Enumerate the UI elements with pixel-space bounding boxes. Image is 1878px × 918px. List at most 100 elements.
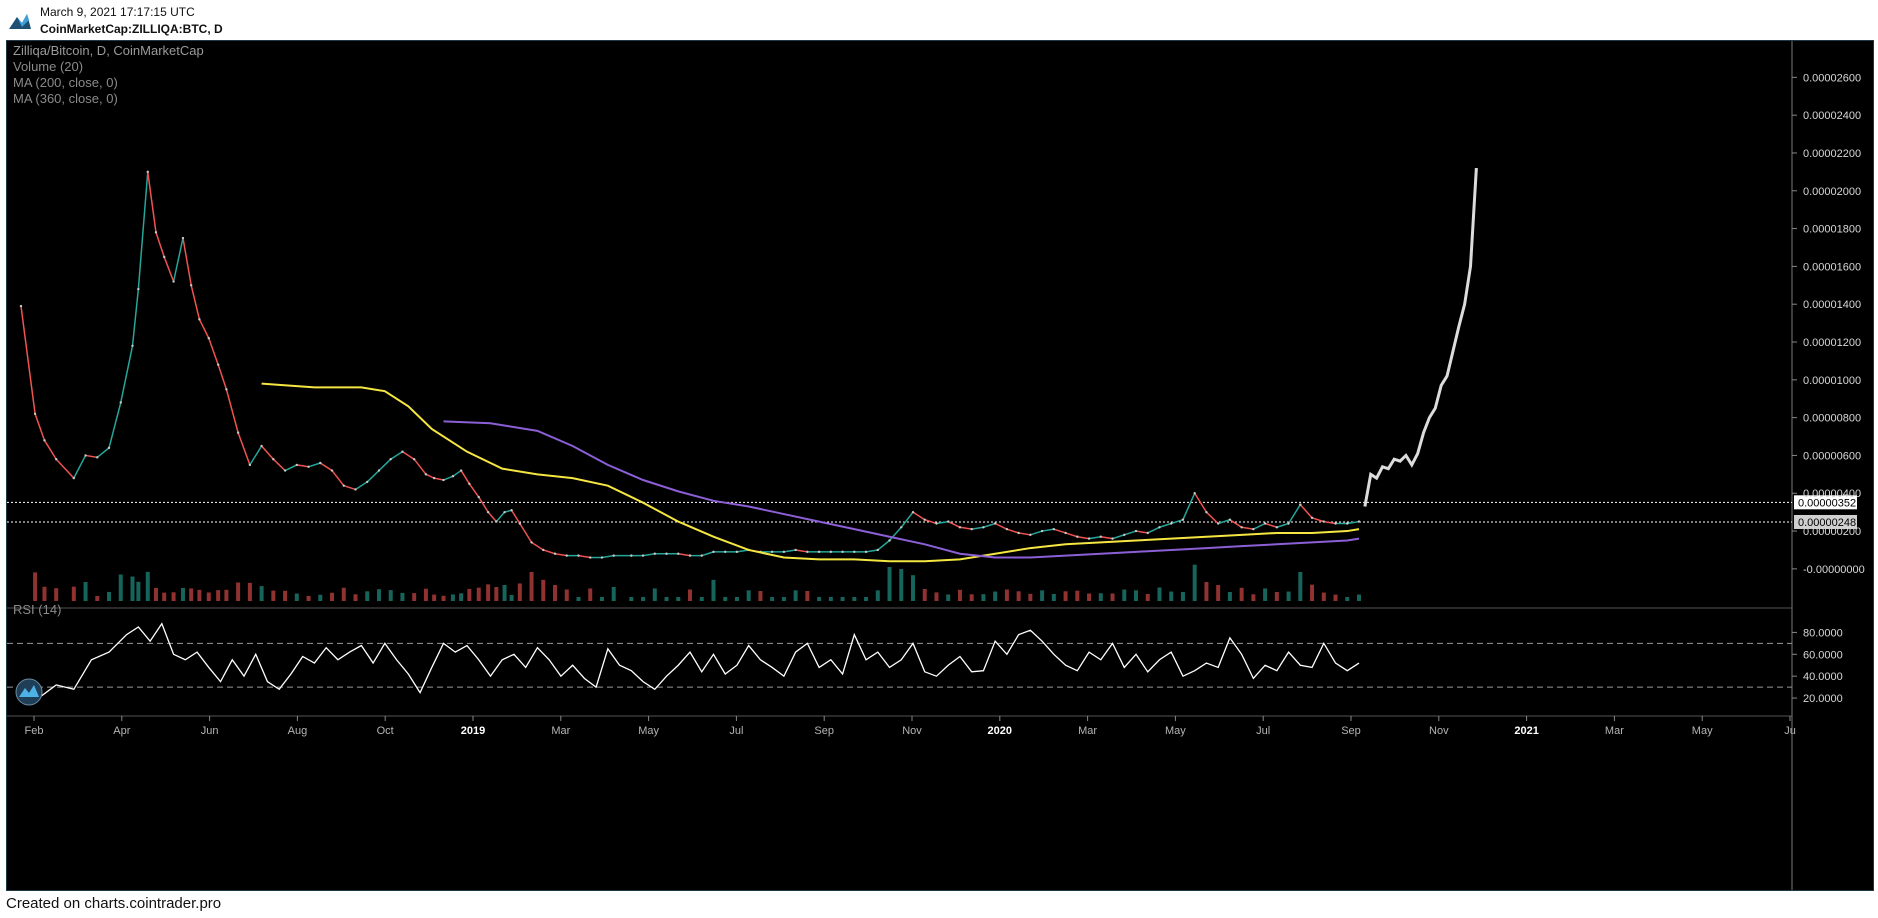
volume-bar bbox=[699, 597, 704, 601]
chart-canvas[interactable]: 0.00000352 0.00000248 0.00002600 0.0000240… bbox=[7, 41, 1873, 890]
price-point bbox=[96, 456, 99, 459]
volume-bar bbox=[1134, 590, 1138, 601]
volume-bar bbox=[1192, 564, 1197, 601]
volume-bar bbox=[283, 590, 288, 601]
price-segment bbox=[701, 551, 714, 557]
price-segment bbox=[1030, 530, 1043, 536]
x-tick-label: May bbox=[638, 725, 659, 737]
volume-bar bbox=[197, 589, 202, 601]
y-tick-label: 0.00001600 bbox=[1803, 261, 1861, 273]
price-point bbox=[424, 473, 428, 476]
price-segment bbox=[1065, 532, 1078, 538]
price-segment bbox=[120, 345, 134, 403]
price-segment bbox=[249, 445, 263, 466]
volume-bar bbox=[467, 588, 472, 601]
volume-bar bbox=[145, 571, 150, 601]
price-point bbox=[1346, 522, 1349, 525]
price-segment bbox=[1112, 534, 1125, 540]
price-point bbox=[503, 510, 506, 514]
price-point bbox=[1357, 520, 1361, 523]
price-segment bbox=[959, 526, 972, 530]
price-point bbox=[377, 469, 381, 472]
volume-bar bbox=[400, 592, 405, 601]
price-tag bbox=[1794, 514, 1857, 529]
price-point bbox=[1334, 522, 1337, 525]
x-tick-label: Mar bbox=[551, 725, 570, 737]
volume-bar bbox=[805, 591, 810, 601]
volume-bar bbox=[1016, 591, 1021, 601]
volume-bar bbox=[993, 591, 998, 601]
price-series bbox=[19, 168, 1478, 563]
cointrader-watermark-icon[interactable] bbox=[15, 678, 43, 706]
price-segment bbox=[888, 526, 902, 542]
price-tag-label: 0.00000248 bbox=[1798, 517, 1856, 529]
price-segment bbox=[96, 447, 110, 458]
volume-bar bbox=[224, 589, 229, 601]
ma360-indicator-label[interactable]: MA (360, close, 0) bbox=[13, 91, 118, 106]
x-tick-label: Aug bbox=[288, 725, 308, 737]
footer-credit: Created on charts.cointrader.pro bbox=[6, 895, 222, 912]
price-point bbox=[198, 318, 201, 321]
price-level-lines: 0.00000352 0.00000248 bbox=[7, 495, 1857, 529]
volume-bar bbox=[216, 590, 221, 601]
price-segment bbox=[163, 256, 175, 282]
price-point bbox=[1005, 527, 1009, 531]
volume-bar bbox=[1286, 591, 1291, 601]
price-point bbox=[923, 518, 926, 521]
price-point bbox=[806, 550, 809, 554]
price-point bbox=[1275, 526, 1279, 529]
price-segment bbox=[137, 171, 149, 290]
price-point bbox=[1287, 522, 1290, 525]
price-segment bbox=[1182, 492, 1196, 521]
price-point bbox=[1252, 527, 1255, 531]
volume-bar bbox=[517, 583, 522, 601]
price-segment bbox=[1253, 522, 1266, 530]
rsi-indicator-label[interactable]: RSI (14) bbox=[13, 602, 61, 617]
volume-bar bbox=[162, 592, 167, 601]
volume-indicator-label[interactable]: Volume (20) bbox=[13, 59, 83, 74]
price-segment bbox=[1041, 528, 1054, 532]
volume-bar bbox=[42, 586, 47, 601]
price-segment bbox=[601, 554, 614, 559]
y-tick-label: 0.00001200 bbox=[1803, 337, 1861, 349]
volume-bar bbox=[271, 590, 276, 601]
volume-bar bbox=[599, 597, 604, 601]
price-segment bbox=[1311, 517, 1325, 523]
volume-bars bbox=[33, 564, 1361, 601]
price-point bbox=[1205, 510, 1208, 514]
price-segment bbox=[208, 337, 219, 365]
price-segment bbox=[783, 549, 796, 553]
price-point bbox=[207, 337, 210, 340]
volume-bar bbox=[922, 589, 927, 601]
price-point bbox=[970, 527, 973, 531]
price-segment bbox=[272, 458, 286, 472]
price-point bbox=[653, 552, 656, 555]
price-segment bbox=[983, 522, 996, 528]
price-point bbox=[577, 554, 580, 557]
price-point bbox=[236, 431, 240, 434]
volume-bar bbox=[459, 593, 464, 601]
price-point bbox=[630, 554, 633, 557]
price-segment bbox=[182, 237, 192, 286]
price-point bbox=[641, 554, 645, 557]
price-point bbox=[107, 446, 111, 450]
price-axis: 0.00002600 0.00002400 0.00002200 0.00002000… bbox=[1792, 72, 1865, 705]
volume-bar bbox=[576, 597, 581, 601]
price-point bbox=[982, 526, 985, 529]
price-segment bbox=[1217, 518, 1231, 525]
x-tick-label: Mar bbox=[1078, 725, 1097, 737]
price-segment bbox=[554, 552, 567, 557]
price-segment bbox=[1088, 535, 1101, 540]
ma200-indicator-label[interactable]: MA (200, close, 0) bbox=[13, 75, 118, 90]
price-segment bbox=[1323, 520, 1336, 525]
rsi-y-tick-label: 20.0000 bbox=[1803, 693, 1843, 705]
chart-panel[interactable]: 0.00000352 0.00000248 0.00002600 0.0000240… bbox=[6, 40, 1874, 891]
price-point bbox=[189, 284, 193, 287]
price-point bbox=[1123, 533, 1126, 537]
volume-bar bbox=[541, 579, 546, 601]
price-point bbox=[1134, 529, 1138, 533]
price-point bbox=[477, 495, 480, 499]
volume-bar bbox=[981, 594, 986, 601]
y-tick-label: 0.00002400 bbox=[1803, 110, 1861, 122]
y-tick-label: 0.00000200 bbox=[1803, 526, 1861, 538]
